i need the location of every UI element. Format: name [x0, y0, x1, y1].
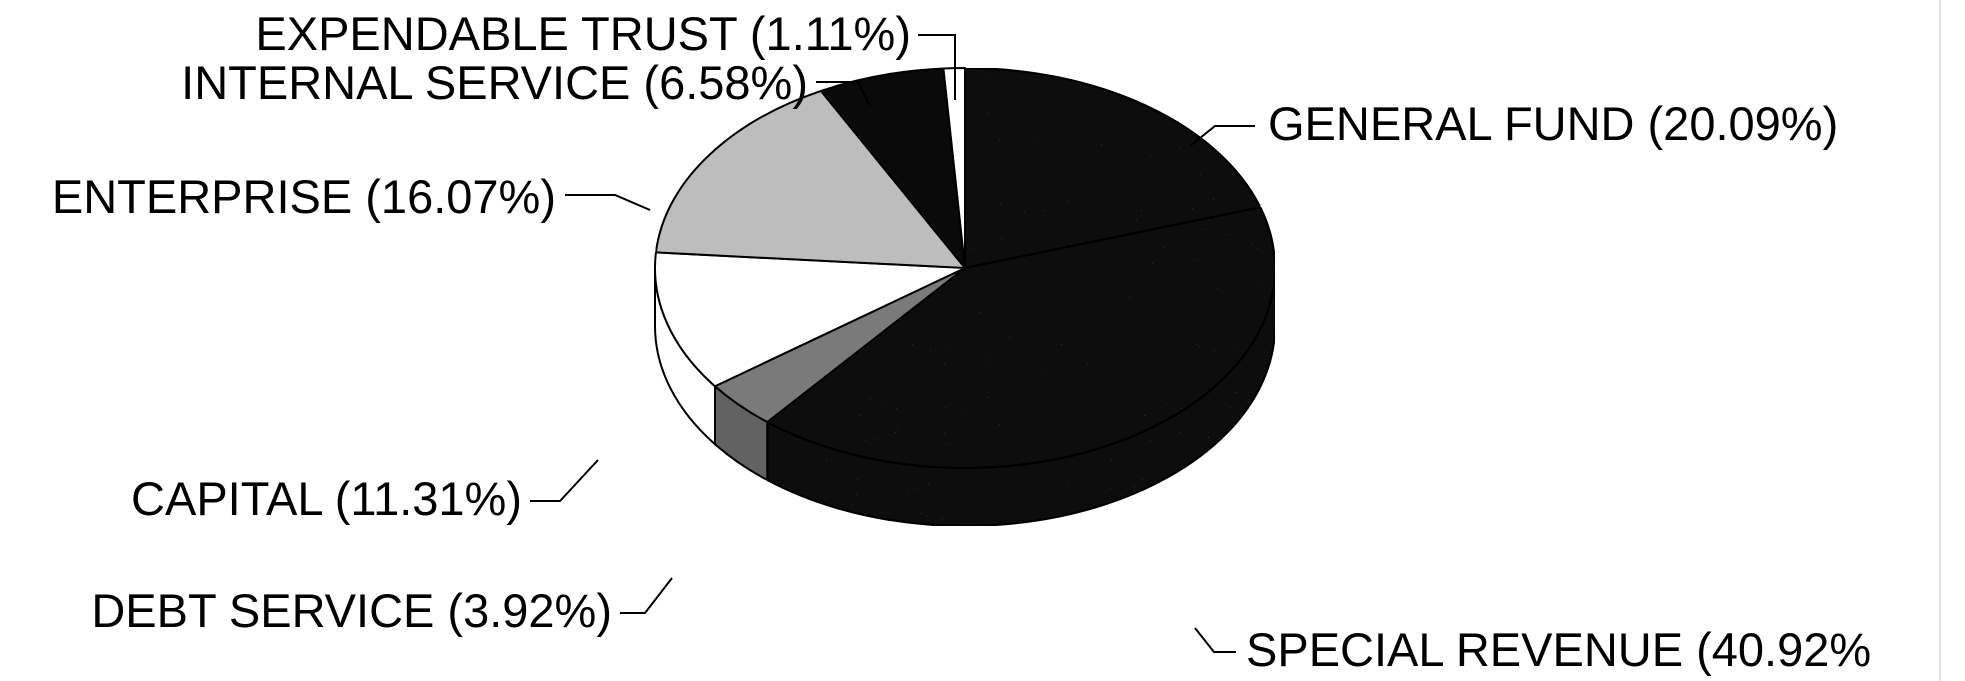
pie-slices — [654, 67, 1276, 469]
leader-general-fund — [1189, 125, 1255, 147]
leader-enterprise — [565, 194, 651, 211]
leader-capital — [530, 459, 599, 502]
label-internal-service: INTERNAL SERVICE (6.58%) — [181, 56, 808, 109]
label-special-revenue: SPECIAL REVENUE (40.92% — [1246, 623, 1871, 676]
label-general-fund: GENERAL FUND (20.09%) — [1268, 97, 1838, 150]
leader-debt-service — [620, 577, 673, 614]
label-capital: CAPITAL (11.31%) — [131, 472, 522, 525]
leader-internal-service — [816, 81, 871, 107]
slice-capital — [654, 251, 966, 388]
leader-lines — [530, 34, 1255, 653]
label-enterprise: ENTERPRISE (16.07%) — [52, 170, 556, 223]
slice-labels: GENERAL FUND (20.09%) SPECIAL REVENUE (40… — [52, 7, 1871, 676]
slice-general-fund — [964, 67, 1262, 269]
leader-expendable-trust — [918, 34, 956, 100]
slice-enterprise — [654, 89, 966, 269]
slice-internal-service — [819, 67, 966, 269]
label-debt-service: DEBT SERVICE (3.92%) — [91, 584, 612, 637]
label-expendable-trust: EXPENDABLE TRUST (1.11%) — [255, 7, 911, 60]
leader-special-revenue — [1194, 627, 1236, 653]
slice-special-revenue — [766, 206, 1276, 469]
